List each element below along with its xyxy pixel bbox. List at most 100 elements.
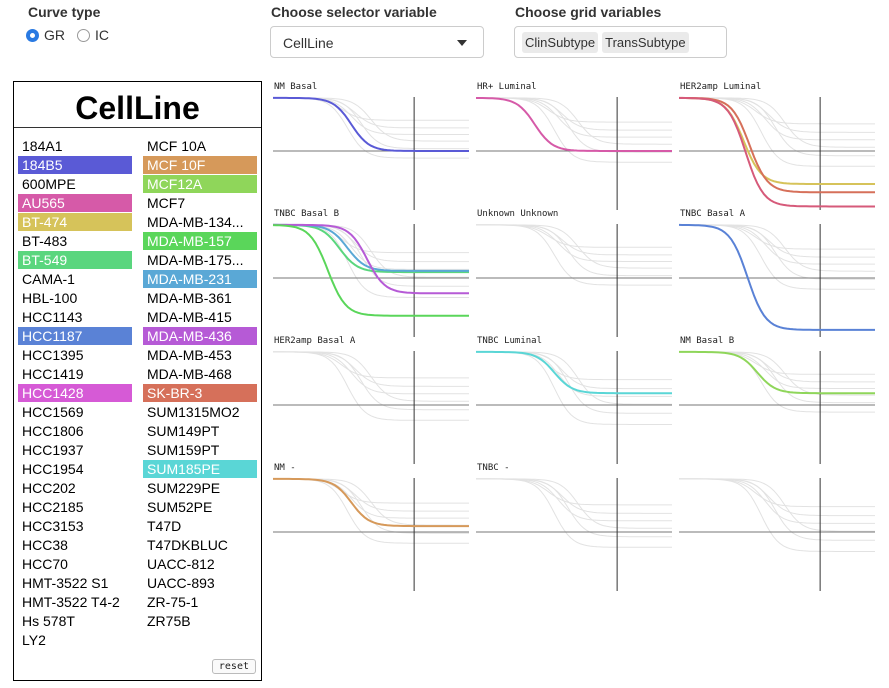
cellline-item[interactable]: SUM149PT (147, 423, 220, 439)
cellline-item[interactable]: HBL-100 (22, 290, 78, 306)
cellline-item[interactable]: 184A1 (22, 138, 63, 154)
cellline-item[interactable]: HCC1143 (22, 309, 83, 325)
curve-type-label: Curve type (28, 4, 101, 20)
cellline-item[interactable]: CAMA-1 (22, 271, 75, 287)
background-curve (273, 97, 469, 121)
cellline-item[interactable]: MDA-MB-134... (147, 214, 244, 230)
caret-down-icon (457, 40, 467, 46)
cellline-item[interactable]: MCF12A (143, 175, 257, 193)
background-curve (273, 224, 469, 270)
background-curve (476, 224, 672, 248)
cellline-item[interactable]: HCC1937 (22, 442, 84, 458)
cellline-item[interactable]: AU565 (18, 194, 132, 212)
cellline-item[interactable]: UACC-893 (147, 575, 215, 591)
cellline-item[interactable]: HMT-3522 S1 (22, 575, 109, 591)
highlight-curve (273, 223, 469, 295)
cellline-item[interactable]: HCC1187 (18, 327, 132, 345)
cellline-item[interactable]: MDA-MB-157 (143, 232, 257, 250)
grid-chip-clinsubtype[interactable]: ClinSubtype (522, 31, 599, 53)
facet-title: Unknown Unknown (477, 209, 558, 219)
cellline-item[interactable]: T47DKBLUC (147, 537, 228, 553)
cellline-item[interactable]: SUM1315MO2 (147, 404, 240, 420)
grid-variables-label: Choose grid variables (515, 4, 662, 20)
background-curve (476, 351, 672, 381)
background-curve (679, 351, 875, 383)
facet-panel: TNBC Basal A (678, 209, 875, 337)
cellline-item[interactable]: MDA-MB-468 (147, 366, 232, 382)
cellline-item[interactable]: HCC3153 (22, 518, 84, 534)
panel-title: CellLine (75, 90, 200, 126)
cellline-item[interactable]: MDA-MB-436 (143, 327, 257, 345)
cellline-item[interactable]: BT-483 (22, 233, 68, 249)
cellline-item[interactable]: HCC70 (22, 556, 68, 572)
background-curve (273, 97, 469, 135)
background-curve (679, 351, 875, 389)
cellline-item[interactable]: MCF7 (147, 195, 186, 211)
cellline-item[interactable]: HMT-3522 T4-2 (22, 594, 120, 610)
cellline-item[interactable]: MCF 10F (143, 156, 257, 174)
cellline-item[interactable]: SUM52PE (147, 499, 213, 515)
cellline-item[interactable]: HCC1428 (18, 384, 132, 402)
cellline-item[interactable]: HCC38 (22, 537, 68, 553)
facet-panel: Unknown Unknown (476, 209, 672, 337)
cellline-item[interactable]: HCC1395 (22, 347, 84, 363)
cellline-item[interactable]: SUM229PE (147, 480, 221, 496)
cellline-item[interactable]: BT-474 (18, 213, 132, 231)
cellline-item[interactable]: ZR-75-1 (147, 594, 199, 610)
background-curve (679, 478, 875, 524)
background-curve (679, 224, 875, 265)
facet-panel: TNBC Luminal (476, 336, 672, 464)
reset-button[interactable]: reset (211, 659, 256, 674)
cellline-item[interactable]: 184B5 (18, 156, 132, 174)
highlight-curve (679, 97, 875, 185)
radio-ic[interactable] (77, 28, 90, 42)
facet-title: NM - (274, 463, 296, 473)
facet-panel: TNBC - (476, 463, 672, 591)
cellline-selector-panel: CellLine 184A1 184B5 600MPE AU565 BT-474 BT-4… (13, 81, 262, 681)
facet-panel: TNBC Basal B (272, 209, 469, 337)
cellline-item[interactable]: HCC1569 (22, 404, 84, 420)
background-curve (273, 351, 469, 395)
cellline-item[interactable]: HCC1954 (22, 461, 84, 477)
cellline-item[interactable]: LY2 (22, 632, 46, 648)
cellline-item[interactable]: Hs 578T (22, 613, 75, 629)
background-curve (476, 97, 672, 123)
cellline-item[interactable]: MDA-MB-361 (147, 290, 232, 306)
cellline-item[interactable]: HCC1419 (22, 366, 84, 382)
radio-ic-label[interactable]: IC (95, 27, 109, 43)
highlight-curve (273, 223, 469, 272)
cellline-item[interactable]: ZR75B (147, 613, 191, 629)
cellline-item[interactable]: BT-549 (18, 251, 132, 269)
cellline-item[interactable]: HCC202 (22, 480, 76, 496)
cellline-item[interactable]: HCC2185 (22, 499, 84, 515)
selector-variable-select[interactable]: CellLine (270, 26, 484, 58)
grid-chip-transsubtype[interactable]: TransSubtype (602, 31, 689, 53)
facet-title: TNBC Basal A (680, 209, 746, 219)
background-curve (476, 351, 672, 390)
radio-gr[interactable] (26, 28, 39, 42)
cellline-item[interactable]: SUM185PE (143, 460, 257, 478)
facet-title: NM Basal B (680, 336, 734, 346)
facet-panel: HER2amp Basal A (273, 336, 469, 464)
highlight-curve (476, 350, 672, 395)
background-curve (679, 97, 875, 141)
cellline-item[interactable]: HCC1806 (22, 423, 84, 439)
background-curve (476, 224, 672, 262)
cellline-item[interactable]: MDA-MB-231 (143, 270, 257, 288)
facet-panel: NM - (273, 463, 469, 591)
radio-gr-label[interactable]: GR (44, 27, 65, 43)
grid-variables-select[interactable]: ClinSubtype TransSubtype (514, 26, 727, 58)
facet-panel: NM Basal (273, 82, 469, 210)
cellline-item[interactable]: UACC-812 (147, 556, 215, 572)
cellline-item[interactable]: MDA-MB-175... (147, 252, 244, 268)
cellline-item[interactable]: T47D (147, 518, 182, 534)
cellline-item[interactable]: 600MPE (22, 176, 76, 192)
cellline-item[interactable]: MDA-MB-453 (147, 347, 232, 363)
cellline-item[interactable]: SK-BR-3 (143, 384, 257, 402)
cellline-item[interactable]: MCF 10A (147, 138, 207, 154)
background-curve (273, 478, 469, 504)
facet-panel (679, 478, 875, 591)
background-curve (679, 351, 875, 375)
cellline-item[interactable]: MDA-MB-415 (147, 309, 232, 325)
cellline-item[interactable]: SUM159PT (147, 442, 220, 458)
